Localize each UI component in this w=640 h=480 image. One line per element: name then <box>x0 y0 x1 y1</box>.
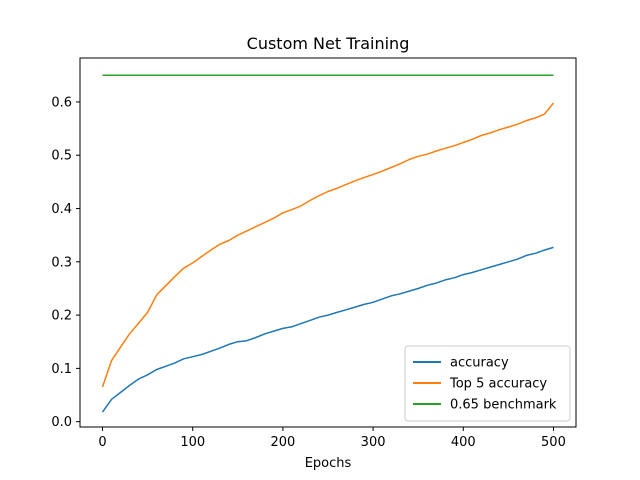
legend-box <box>404 345 571 422</box>
x-axis-label: Epochs <box>305 456 352 471</box>
y-tick-label: 0.1 <box>51 362 72 377</box>
legend: accuracy Top 5 accuracy 0.65 benchmark <box>404 345 571 422</box>
plot-frame <box>79 57 577 428</box>
legend-label-1: accuracy <box>450 356 509 371</box>
x-tick-label: 100 <box>180 435 205 450</box>
y-tick-label: 0.0 <box>51 415 72 430</box>
x-axis: 0 100 200 300 400 500 <box>98 427 566 450</box>
series-layer <box>101 74 555 413</box>
y-tick-label: 0.2 <box>51 309 72 324</box>
x-tick-label: 300 <box>361 435 386 450</box>
legend-label-2: Top 5 accuracy <box>449 377 547 392</box>
x-tick-label: 200 <box>270 435 295 450</box>
x-tick-label: 0 <box>98 435 106 450</box>
x-tick-label: 500 <box>541 435 566 450</box>
legend-label-3: 0.65 benchmark <box>450 398 557 413</box>
series-line-1 <box>101 246 554 413</box>
y-tick-label: 0.6 <box>51 95 72 110</box>
y-tick-label: 0.5 <box>51 149 72 164</box>
y-tick-label: 0.3 <box>51 255 72 270</box>
series-line-2 <box>101 102 555 388</box>
chart-title: Custom Net Training <box>247 34 410 53</box>
y-axis: 0.0 0.1 0.2 0.3 0.4 0.5 0.6 <box>51 95 80 430</box>
y-tick-label: 0.4 <box>51 202 72 217</box>
x-tick-label: 400 <box>451 435 476 450</box>
